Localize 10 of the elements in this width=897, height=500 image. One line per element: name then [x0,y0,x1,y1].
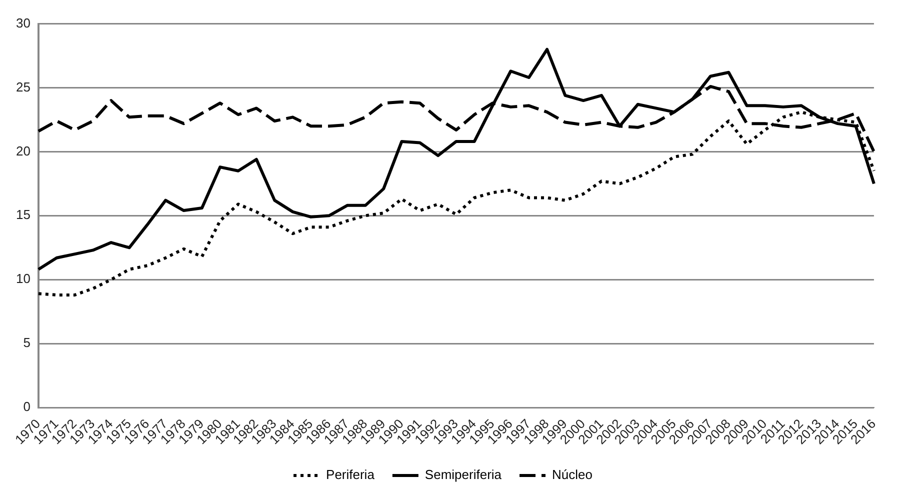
y-tick-label: 25 [16,79,30,94]
y-tick-label: 5 [23,335,30,350]
y-tick-label: 15 [16,207,30,222]
legend-label: Periferia [326,467,376,482]
y-tick-label: 20 [16,143,30,158]
y-tick-label: 30 [16,15,30,30]
legend-label: Núcleo [552,467,592,482]
y-tick-label: 0 [23,399,30,414]
legend-label: Semiperiferia [424,467,502,482]
y-tick-label: 10 [16,271,30,286]
